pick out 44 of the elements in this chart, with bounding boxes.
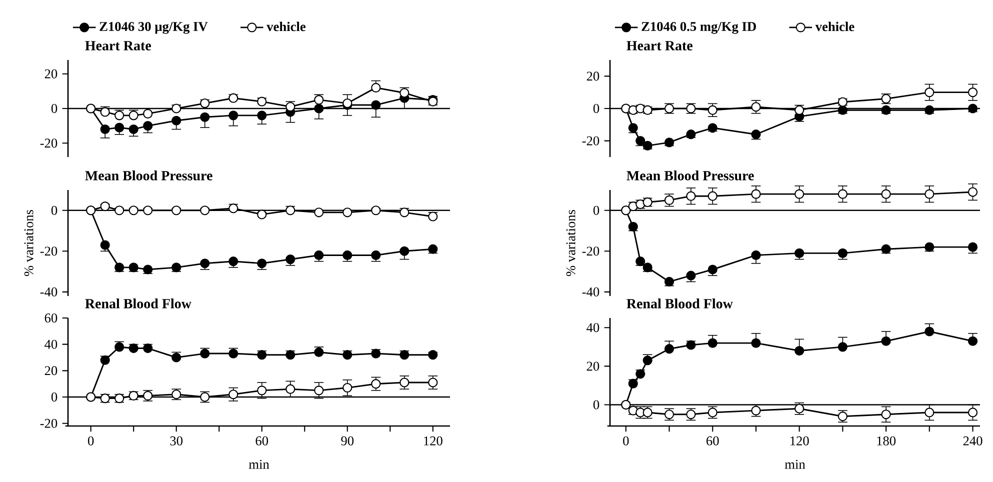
chart-title: Heart Rate	[85, 41, 151, 50]
y-tick-label: 40	[586, 323, 600, 332]
y-tick-label: -20	[40, 246, 58, 256]
y-tick-label: 20	[44, 69, 58, 78]
x-tick-label: 60	[256, 436, 268, 446]
chart-title: Heart Rate	[626, 41, 693, 50]
y-tick-label: 0	[593, 104, 600, 113]
x-tick-label: 180	[877, 436, 896, 446]
chart-title: Mean Blood Pressure	[626, 170, 754, 180]
x-tick-label: 30	[170, 436, 183, 446]
y-tick-label: -20	[582, 246, 600, 256]
x-tick-label: 240	[963, 436, 982, 446]
y-tick-label: 60	[44, 313, 58, 322]
x-tick-label: 0	[88, 436, 94, 446]
y-tick-label: -20	[582, 136, 600, 146]
y-tick-label: 20	[586, 72, 600, 81]
x-axis-title: min	[784, 460, 806, 469]
y-tick-label: -20	[40, 138, 58, 148]
x-tick-label: 120	[790, 436, 809, 446]
y-tick-label: 0	[51, 392, 58, 402]
x-tick-label: 60	[706, 436, 719, 446]
x-tick-label: 90	[341, 436, 354, 446]
y-axis-title: % variations	[566, 210, 576, 276]
y-tick-label: 0	[593, 206, 600, 215]
y-tick-label: 0	[593, 400, 600, 410]
y-tick-label: -40	[582, 287, 600, 296]
y-tick-label: 20	[586, 362, 600, 371]
legend-label: Z1046 0.5 mg/Kg ID	[642, 22, 756, 34]
y-tick-label: -20	[40, 418, 58, 428]
chart-title: Mean Blood Pressure	[85, 170, 212, 180]
y-tick-label: 20	[44, 366, 58, 376]
y-tick-label: -40	[40, 287, 58, 296]
legend-label: vehicle	[266, 22, 306, 32]
x-tick-label: 120	[424, 436, 442, 446]
y-tick-label: 0	[51, 206, 58, 215]
y-tick-label: 40	[44, 340, 58, 349]
y-tick-label: 0	[51, 104, 58, 113]
x-axis-title: min	[248, 460, 270, 469]
chart-title: Renal Blood Flow	[85, 298, 192, 308]
legend-label: Z1046 30 µg/Kg IV	[100, 22, 208, 34]
y-axis-title: % variations	[24, 210, 34, 276]
legend-label: vehicle	[815, 22, 854, 32]
x-tick-label: 0	[623, 436, 629, 446]
chart-title: Renal Blood Flow	[626, 298, 733, 308]
